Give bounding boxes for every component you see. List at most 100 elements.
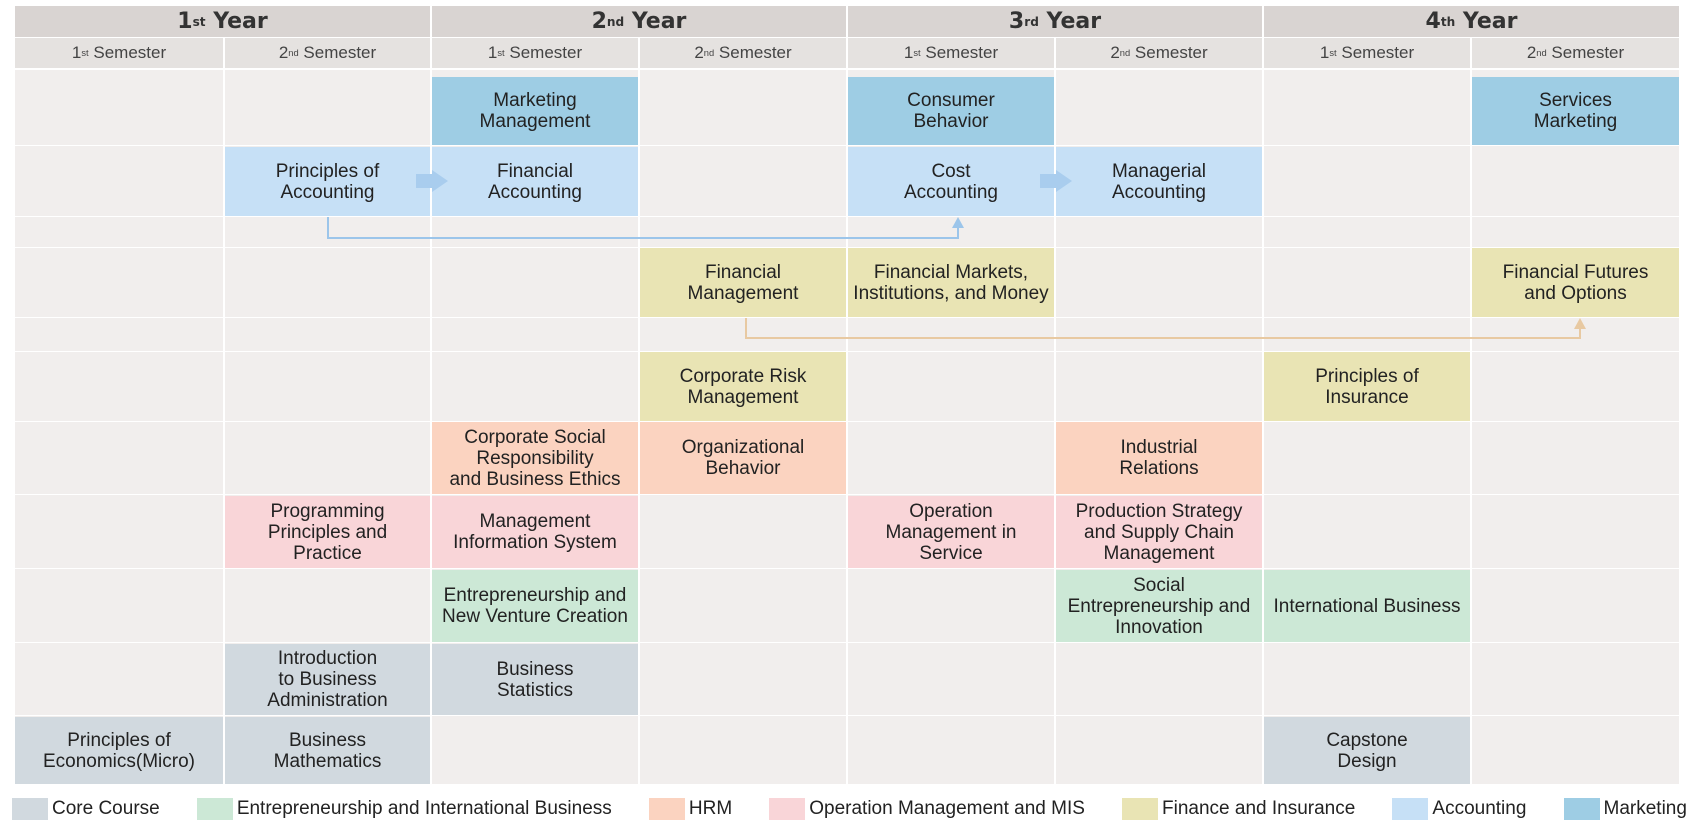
legend-swatch [1122, 798, 1159, 820]
legend-label: Marketing [1603, 798, 1687, 819]
arrowhead-cost-accounting [952, 217, 964, 228]
semester-number: 1 [1319, 43, 1330, 62]
legend-item-hrm: HRM [648, 798, 733, 820]
legend-item-marketing: Marketing [1563, 798, 1687, 820]
semester-number: 2 [1110, 43, 1120, 62]
legend-item-finance: Finance and Insurance [1122, 798, 1355, 820]
year-number: 4 [1425, 9, 1441, 34]
course-cost-accounting: Cost Accounting [848, 147, 1054, 216]
semester-column [15, 70, 223, 784]
legend-swatch [196, 798, 233, 820]
legend-swatch [648, 798, 685, 820]
row-divider [15, 216, 1679, 217]
row-divider [15, 642, 1679, 643]
row-divider [15, 351, 1679, 352]
year-number: 1 [177, 9, 193, 34]
semester-label: Semester [718, 43, 792, 62]
legend: Core Course Entrepreneurship and Interna… [12, 796, 1687, 822]
year-label: Year [213, 9, 268, 34]
course-business-mathematics: Business Mathematics [225, 717, 430, 784]
arrow-principles-to-financial-accounting [416, 170, 448, 192]
semester-label: Semester [303, 43, 377, 62]
legend-item-accounting: Accounting [1392, 798, 1526, 820]
legend-swatch [1392, 798, 1429, 820]
course-social-entrepreneurship: Social Entrepreneurship and Innovation [1056, 570, 1262, 642]
row-divider [15, 715, 1679, 716]
arrow-cost-to-managerial-accounting [1040, 170, 1072, 192]
semester-column [1472, 70, 1679, 784]
course-csr: Corporate Social Responsibility and Busi… [432, 422, 638, 494]
legend-label: Core Course [52, 798, 160, 819]
course-corporate-risk-management: Corporate Risk Management [640, 352, 846, 421]
row-divider [15, 494, 1679, 495]
legend-label: Operation Management and MIS [809, 798, 1085, 819]
course-principles-of-insurance: Principles of Insurance [1264, 352, 1470, 421]
row-divider [15, 317, 1679, 318]
legend-item-entrepreneurship: Entrepreneurship and International Busin… [196, 798, 612, 820]
course-organizational-behavior: Organizational Behavior [640, 422, 846, 494]
course-programming-principles: Programming Principles and Practice [225, 496, 430, 568]
semester-number: 1 [71, 43, 82, 62]
course-financial-accounting: Financial Accounting [432, 147, 638, 216]
course-principles-of-accounting: Principles of Accounting [225, 147, 430, 216]
legend-swatch [769, 798, 806, 820]
semester-label: Semester [93, 43, 167, 62]
course-operation-management-service: Operation Management in Service [848, 496, 1054, 568]
row-divider [15, 568, 1679, 569]
line-financial-management-to-futures [745, 318, 1581, 339]
legend-swatch [1563, 798, 1600, 820]
year-number: 2 [591, 9, 607, 34]
course-consumer-behavior: Consumer Behavior [848, 77, 1054, 145]
course-marketing-management: Marketing Management [432, 77, 638, 145]
semester-column [1264, 70, 1470, 784]
legend-label: HRM [688, 798, 733, 819]
line-principles-to-cost-accounting [327, 217, 959, 239]
course-entrepreneurship: Entrepreneurship and New Venture Creatio… [432, 570, 638, 642]
semester-number: 2 [1526, 43, 1537, 62]
course-financial-management: Financial Management [640, 248, 846, 317]
semester-label: Semester [509, 43, 583, 62]
semester-number: 2 [278, 43, 289, 62]
legend-label: Finance and Insurance [1162, 798, 1356, 819]
year-label: Year [1046, 9, 1102, 34]
course-intro-business-admin: Introduction to Business Administration [225, 644, 430, 715]
course-production-strategy: Production Strategy and Supply Chain Man… [1056, 496, 1262, 568]
row-divider [15, 247, 1679, 248]
semester-label: Semester [1134, 43, 1208, 62]
arrowhead-financial-futures [1574, 318, 1586, 329]
course-international-business: International Business [1264, 570, 1470, 642]
year-label: Year [1462, 9, 1518, 34]
year-number: 3 [1008, 9, 1025, 34]
legend-item-operation: Operation Management and MIS [769, 798, 1085, 820]
legend-item-core: Core Course [12, 798, 160, 820]
semester-number: 1 [487, 43, 498, 62]
semester-label: Semester [925, 43, 999, 62]
semester-number: 2 [694, 43, 704, 62]
course-industrial-relations: Industrial Relations [1056, 422, 1262, 494]
course-services-marketing: Services Marketing [1472, 77, 1679, 145]
course-managerial-accounting: Managerial Accounting [1056, 147, 1262, 216]
semester-number: 1 [903, 43, 914, 62]
legend-swatch [12, 798, 48, 820]
row-divider [15, 145, 1679, 146]
course-capstone-design: Capstone Design [1264, 717, 1470, 784]
course-principles-of-economics: Principles of Economics(Micro) [15, 717, 223, 784]
year-label: Year [631, 9, 687, 34]
course-financial-futures: Financial Futures and Options [1472, 248, 1679, 317]
semester-label: Semester [1551, 43, 1625, 62]
semester-label: Semester [1341, 43, 1415, 62]
row-divider [15, 421, 1679, 422]
